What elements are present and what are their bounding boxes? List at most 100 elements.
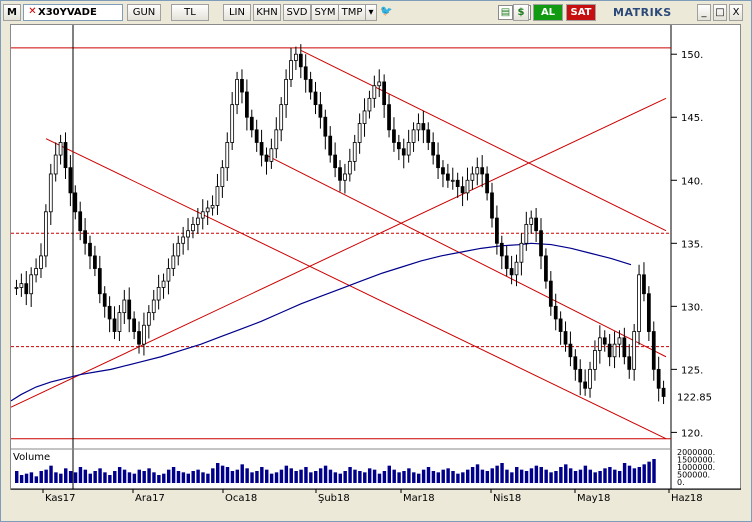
candle-body — [93, 255, 97, 269]
template-dropdown-icon[interactable]: ▾ — [365, 4, 377, 21]
volume-bar — [220, 465, 225, 483]
minimize-button[interactable]: _ — [697, 4, 711, 21]
candle-body — [53, 154, 58, 175]
period-button[interactable]: GUN — [127, 4, 161, 21]
candle-body — [146, 312, 151, 326]
volume-bar — [44, 469, 48, 483]
side-strip — [742, 24, 751, 490]
volume-bar — [127, 472, 132, 483]
buy-button[interactable]: AL — [533, 4, 563, 21]
volume-bar — [54, 472, 58, 483]
candle-body — [583, 381, 588, 389]
x-tick-label: Şub18 — [318, 493, 350, 504]
volume-bar — [211, 468, 215, 483]
candle-body — [88, 242, 92, 257]
volume-bar — [544, 469, 548, 483]
candle-body — [495, 217, 499, 244]
volume-label: Volume — [13, 452, 50, 463]
last-price-label: 122.85 — [677, 392, 712, 403]
menu-button[interactable]: M — [3, 4, 21, 21]
volume-bar — [235, 469, 240, 483]
volume-bar — [108, 475, 112, 483]
volume-bar — [608, 467, 612, 483]
candle-body — [343, 173, 347, 181]
y-tick-label: 130. — [681, 302, 703, 313]
candle-body — [602, 337, 607, 345]
linear-button[interactable]: LIN — [223, 4, 251, 21]
volume-bar — [534, 465, 539, 483]
volume-bar — [113, 471, 117, 483]
volume-bar — [338, 473, 342, 483]
volume-bar — [176, 471, 181, 483]
volume-bar — [603, 468, 607, 483]
candle-body — [14, 287, 19, 289]
maximize-button[interactable]: □ — [713, 4, 727, 21]
candle-body — [558, 318, 563, 332]
candle-body — [313, 91, 318, 106]
trend-line — [265, 154, 667, 358]
volume-bar — [372, 469, 377, 483]
plot-area[interactable] — [10, 24, 741, 490]
candle-body — [593, 350, 597, 370]
symbol-field[interactable]: X30YVADE — [23, 4, 123, 21]
candle-button[interactable]: KHN — [253, 4, 281, 21]
volume-bar — [157, 475, 161, 483]
y-tick-label: 140. — [681, 176, 703, 187]
x-tick-label: Haz18 — [671, 493, 703, 504]
candle-body — [436, 154, 440, 169]
volume-bar — [554, 471, 558, 483]
symbol-button[interactable]: SYM — [311, 4, 339, 21]
volume-bar — [294, 471, 298, 483]
candle-body — [210, 205, 215, 209]
volume-bar — [363, 472, 367, 483]
volume-bar — [500, 463, 504, 483]
currency-icon[interactable]: $ — [513, 4, 529, 21]
volume-bar — [318, 468, 323, 483]
volume-bar — [171, 467, 176, 483]
candle-body — [597, 337, 602, 351]
candle-body — [445, 173, 450, 181]
trend-line — [45, 138, 667, 440]
volume-bar — [162, 473, 166, 483]
volume-bar — [196, 469, 200, 483]
chart-icon[interactable]: ▤ — [498, 5, 513, 20]
volume-bar — [68, 471, 73, 483]
y-tick-label: 150. — [681, 50, 703, 61]
candle-body — [642, 274, 646, 295]
twitter-icon[interactable]: 🐦 — [380, 6, 393, 17]
x-tick-label: Oca18 — [225, 493, 257, 504]
candle-body — [627, 356, 632, 370]
volume-bar — [510, 472, 514, 483]
save-button[interactable]: SVD — [283, 4, 311, 21]
volume-bar — [201, 472, 205, 483]
volume-bar — [622, 463, 627, 483]
volume-bar — [652, 459, 656, 483]
candle-body — [632, 331, 637, 370]
currency-button[interactable]: TL — [171, 4, 209, 21]
candle-body — [568, 343, 573, 358]
volume-tick-label: 1500000. — [677, 456, 715, 465]
candle-body — [534, 217, 538, 232]
volume-bar — [186, 473, 191, 483]
volume-bar — [245, 468, 249, 483]
volume-bar — [367, 468, 372, 483]
candle-body — [431, 142, 436, 156]
volume-bar — [88, 473, 92, 483]
candle-body — [392, 129, 396, 143]
close-button[interactable]: X — [729, 4, 743, 21]
candle-body — [83, 230, 87, 244]
candle-body — [166, 268, 171, 282]
candle-body — [416, 123, 421, 131]
volume-bar — [519, 469, 524, 483]
symbol-clear-icon[interactable]: ✕ — [28, 6, 37, 17]
volume-bar — [480, 469, 485, 483]
candle-body — [553, 305, 558, 320]
candle-body — [617, 337, 622, 345]
volume-bar — [83, 469, 88, 483]
volume-bar — [568, 468, 573, 483]
y-tick-label: 120. — [681, 428, 703, 439]
volume-bar — [309, 472, 313, 483]
brand-logo: MATRIKS — [613, 6, 672, 19]
sell-button[interactable]: SAT — [566, 4, 596, 21]
